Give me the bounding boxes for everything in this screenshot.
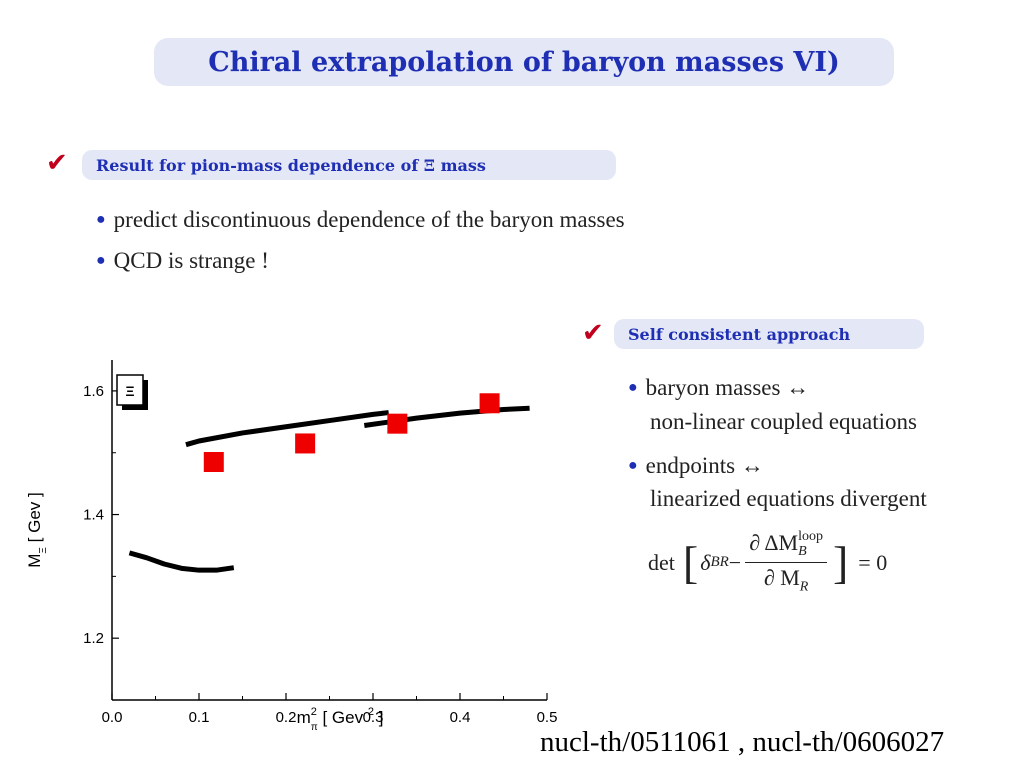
x-tick-label: 0.5 <box>537 709 558 726</box>
panel-label-box <box>116 374 144 406</box>
y-axis-label: MΞ [ Gev ] <box>25 492 49 567</box>
checkmark-icon: ✔ <box>582 318 604 348</box>
curve-3 <box>363 405 530 429</box>
mass-chart: 0.0 0.1 0.2 0.3 0.4 0.5 1.2 1.4 1.6 Ξm2 π [ Gev 2… <box>25 360 557 730</box>
determinant-formula: det [ δ BR − ∂ ΔM loop B ∂ MR ] = 0 <box>648 530 887 595</box>
bullet-icon: ● <box>628 457 638 474</box>
curve-2 <box>185 410 389 448</box>
bullet-text-continuation: linearized equations divergent <box>650 486 927 511</box>
formula-num-sub: B <box>798 543 807 559</box>
section-heading: Self consistent approach <box>628 324 851 344</box>
bullet-icon: ● <box>96 211 106 228</box>
formula-denominator: ∂ MR <box>760 563 813 595</box>
bullet-text: QCD is strange ! <box>113 248 269 273</box>
formula-delta: δ <box>700 549 711 575</box>
formula-det: det <box>648 549 675 575</box>
bullet-icon: ● <box>96 252 106 269</box>
bullet-text-continuation: non-linear coupled equations <box>650 409 917 434</box>
bullet-text: baryon masses ↔ <box>645 375 810 400</box>
slide-title-box: Chiral extrapolation of baryon masses VI… <box>154 38 894 86</box>
data-point <box>387 413 408 434</box>
formula-fraction: ∂ ΔM loop B ∂ MR <box>745 530 827 595</box>
formula-den-pre: ∂ M <box>763 564 800 590</box>
bullet-text: predict discontinuous dependence of the … <box>113 207 625 232</box>
bullet-item: ● baryon masses ↔ <box>628 375 809 401</box>
y-tick-label: 1.6 <box>83 383 104 400</box>
bullet-item: ● endpoints ↔ <box>628 453 764 479</box>
chart-curves <box>128 405 530 573</box>
bullet-icon: ● <box>628 379 638 396</box>
bullet-item: ● predict discontinuous dependence of the… <box>96 207 625 233</box>
reference-text: nucl-th/0511061 , nucl-th/0606027 <box>540 726 945 758</box>
data-point <box>479 393 500 414</box>
formula-minus: − <box>728 549 742 575</box>
bullet-item: ● QCD is strange ! <box>96 248 269 274</box>
section-heading-box: Result for pion-mass dependence of Ξ mas… <box>82 150 616 180</box>
section-heading-box: Self consistent approach <box>614 319 924 349</box>
right-bracket-icon: ] <box>832 536 849 588</box>
x-tick-label: 0.4 <box>450 709 471 726</box>
left-bracket-icon: [ <box>682 536 699 588</box>
data-point <box>203 452 224 472</box>
y-tick-label: 1.2 <box>83 630 104 647</box>
x-tick-label: 0.1 <box>189 709 210 726</box>
formula-den-sub: R <box>799 579 809 595</box>
x-tick-label: 0.0 <box>102 709 123 726</box>
x-tick-label: 0.3 <box>363 709 384 726</box>
x-tick-label: 0.2 <box>276 709 297 726</box>
formula-num-pre: ∂ ΔM <box>749 530 799 555</box>
slide-title: Chiral extrapolation of baryon masses VI… <box>208 46 840 78</box>
formula-delta-sub: BR <box>710 554 729 571</box>
checkmark-icon: ✔ <box>46 148 68 178</box>
formula-rhs: = 0 <box>858 549 888 575</box>
panel-label: Ξ <box>125 383 134 399</box>
formula-num-sup: loop <box>798 529 823 545</box>
formula-numerator: ∂ ΔM loop B <box>745 530 827 563</box>
chart-points <box>203 393 500 472</box>
y-tick-label: 1.4 <box>83 507 104 524</box>
bullet-text: endpoints ↔ <box>645 453 764 478</box>
chart-axes: 0.0 0.1 0.2 0.3 0.4 0.5 1.2 1.4 1.6 <box>83 360 557 726</box>
data-point <box>295 433 316 454</box>
section-heading: Result for pion-mass dependence of Ξ mas… <box>96 155 486 175</box>
curve-1 <box>128 550 235 573</box>
chart-labels: Ξm2 π [ Gev 2 ] MΞ [ Gev ] <box>25 374 384 730</box>
x-axis-label: m2 π [ Gev 2 ] <box>297 706 384 730</box>
